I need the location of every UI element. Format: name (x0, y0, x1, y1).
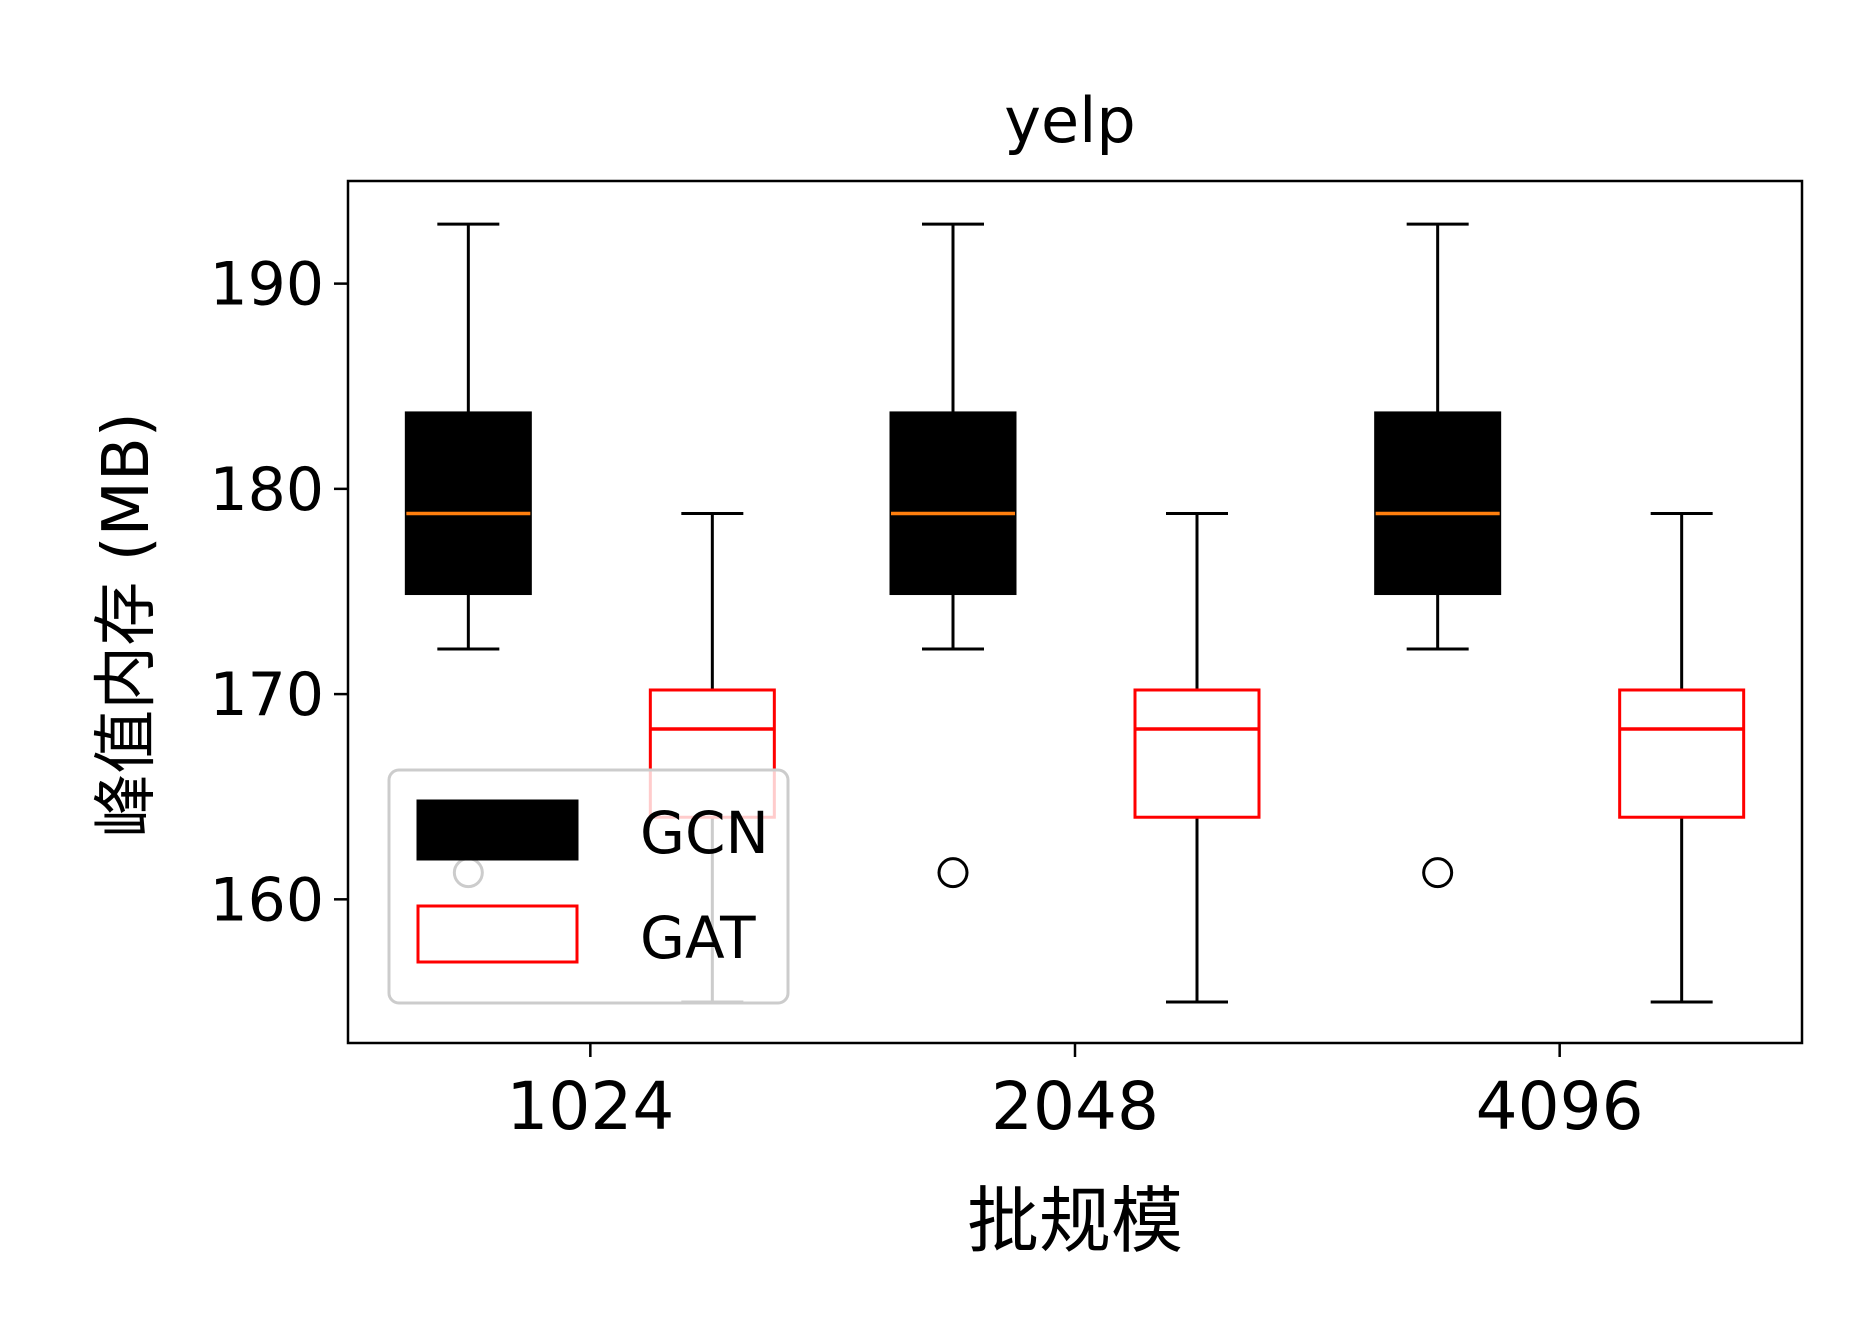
x-axis: 1024 2048 4096 (506, 1043, 1644, 1145)
legend-label-gcn: GCN (640, 799, 769, 867)
box-gcn-2048 (889, 411, 1017, 596)
box-group-gcn-4096 (1374, 222, 1502, 889)
y-tick-label-170: 170 (209, 660, 324, 730)
x-tick-label-1024: 1024 (506, 1068, 674, 1145)
box-gat-2048 (1133, 688, 1261, 819)
box-gcn-1024 (404, 411, 532, 596)
box-group-gcn-1024 (404, 222, 532, 889)
y-axis-label: 峰值内存 (MB) (90, 412, 164, 837)
y-tick-label-160: 160 (209, 865, 324, 935)
x-tick-label-2048: 2048 (991, 1068, 1159, 1145)
legend-label-gat: GAT (640, 904, 756, 972)
x-tick-label-4096: 4096 (1476, 1068, 1644, 1145)
chart-title: yelp (1004, 84, 1135, 157)
legend: GCN GAT (387, 768, 790, 1005)
flier-gcn-4096-0 (1422, 857, 1454, 889)
y-axis: 160 170 180 190 (209, 250, 348, 935)
flier-gcn-2048-0 (937, 857, 969, 889)
box-gat-4096 (1618, 688, 1746, 819)
box-gcn-4096 (1374, 411, 1502, 596)
box-group-gat-4096 (1618, 511, 1746, 1004)
legend-swatch-gcn (416, 799, 579, 861)
box-group-gcn-2048 (889, 222, 1017, 889)
legend-swatch-gat (416, 904, 579, 964)
box-group-gat-2048 (1133, 511, 1261, 1004)
y-tick-label-190: 190 (209, 250, 324, 320)
y-tick-label-180: 180 (209, 455, 324, 525)
x-axis-label: 批规模 (967, 1179, 1183, 1263)
